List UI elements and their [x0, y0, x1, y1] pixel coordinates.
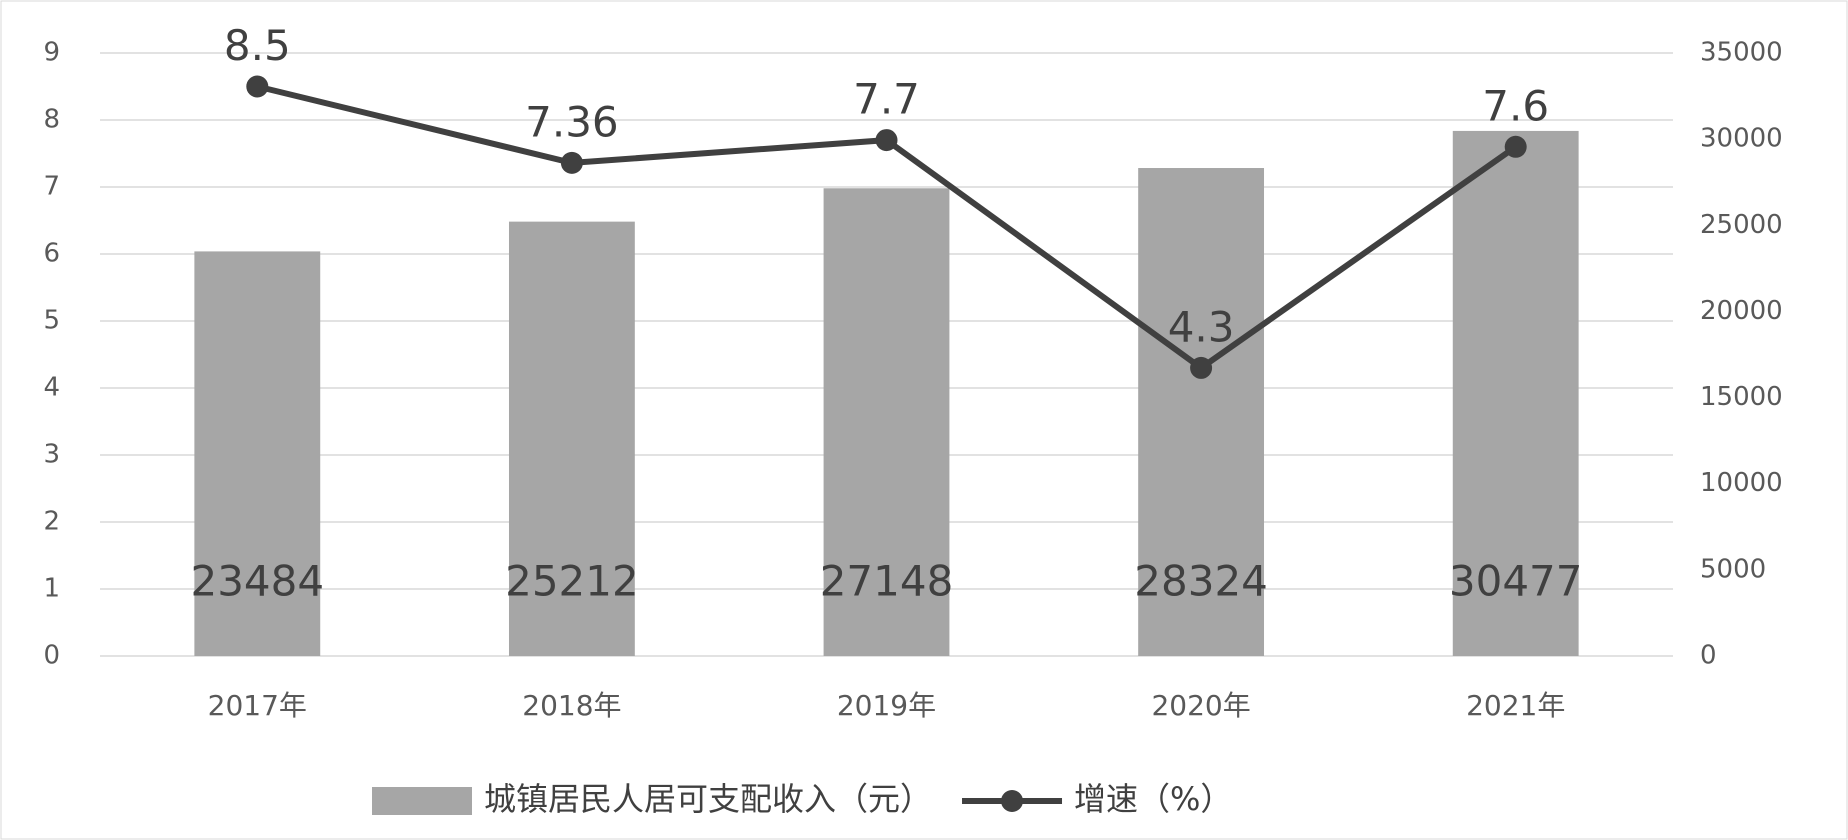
- y2-tick-label: 25000: [1700, 210, 1783, 240]
- legend-marker: [1001, 790, 1024, 812]
- line-marker: [1504, 135, 1527, 158]
- x-tick-label: 2019年: [837, 689, 936, 722]
- y-tick-label: 6: [43, 239, 60, 269]
- line-marker: [1190, 356, 1213, 379]
- y2-tick-label: 15000: [1700, 382, 1783, 412]
- line-marker: [246, 75, 269, 98]
- x-tick-label: 2020年: [1151, 689, 1250, 722]
- y-tick-label: 4: [43, 373, 60, 403]
- y-tick-label: 0: [43, 641, 60, 671]
- line-value-label: 8.5: [224, 21, 291, 70]
- bar-value-label: 30477: [1449, 557, 1583, 606]
- y2-tick-label: 30000: [1700, 124, 1783, 154]
- bar-value-label: 27148: [820, 557, 954, 606]
- y2-tick-label: 5000: [1700, 554, 1766, 584]
- line-value-label: 4.3: [1168, 302, 1235, 351]
- line-value-label: 7.7: [853, 75, 920, 124]
- y2-tick-label: 20000: [1700, 296, 1783, 326]
- x-tick-label: 2017年: [208, 689, 307, 722]
- legend-label: 增速（%）: [1074, 780, 1232, 818]
- bar: [194, 251, 321, 656]
- bar: [508, 221, 635, 657]
- y-tick-label: 5: [43, 306, 60, 336]
- y-tick-label: 8: [43, 105, 60, 135]
- bar-value-label: 25212: [505, 557, 639, 606]
- line-value-label: 7.36: [525, 97, 619, 146]
- x-tick-label: 2021年: [1466, 689, 1565, 722]
- y-tick-label: 3: [43, 440, 60, 470]
- bar: [823, 188, 950, 656]
- bar: [1138, 168, 1265, 656]
- y-tick-label: 1: [43, 574, 60, 604]
- legend-label: 城镇居民人居可支配收入（元）: [484, 780, 932, 818]
- y2-tick-label: 0: [1700, 641, 1717, 671]
- y2-tick-label: 35000: [1700, 38, 1783, 68]
- y-tick-label: 9: [43, 38, 60, 68]
- bar: [1452, 130, 1579, 657]
- line-marker: [560, 151, 583, 174]
- y-tick-label: 2: [43, 507, 60, 537]
- line-value-label: 7.6: [1482, 81, 1549, 130]
- bar-value-label: 23484: [190, 557, 324, 606]
- legend-swatch: [372, 787, 472, 815]
- line-marker: [875, 129, 898, 152]
- bar-value-label: 28324: [1134, 557, 1268, 606]
- y2-tick-label: 10000: [1700, 468, 1783, 498]
- y-tick-label: 7: [43, 172, 60, 202]
- x-tick-label: 2018年: [522, 689, 621, 722]
